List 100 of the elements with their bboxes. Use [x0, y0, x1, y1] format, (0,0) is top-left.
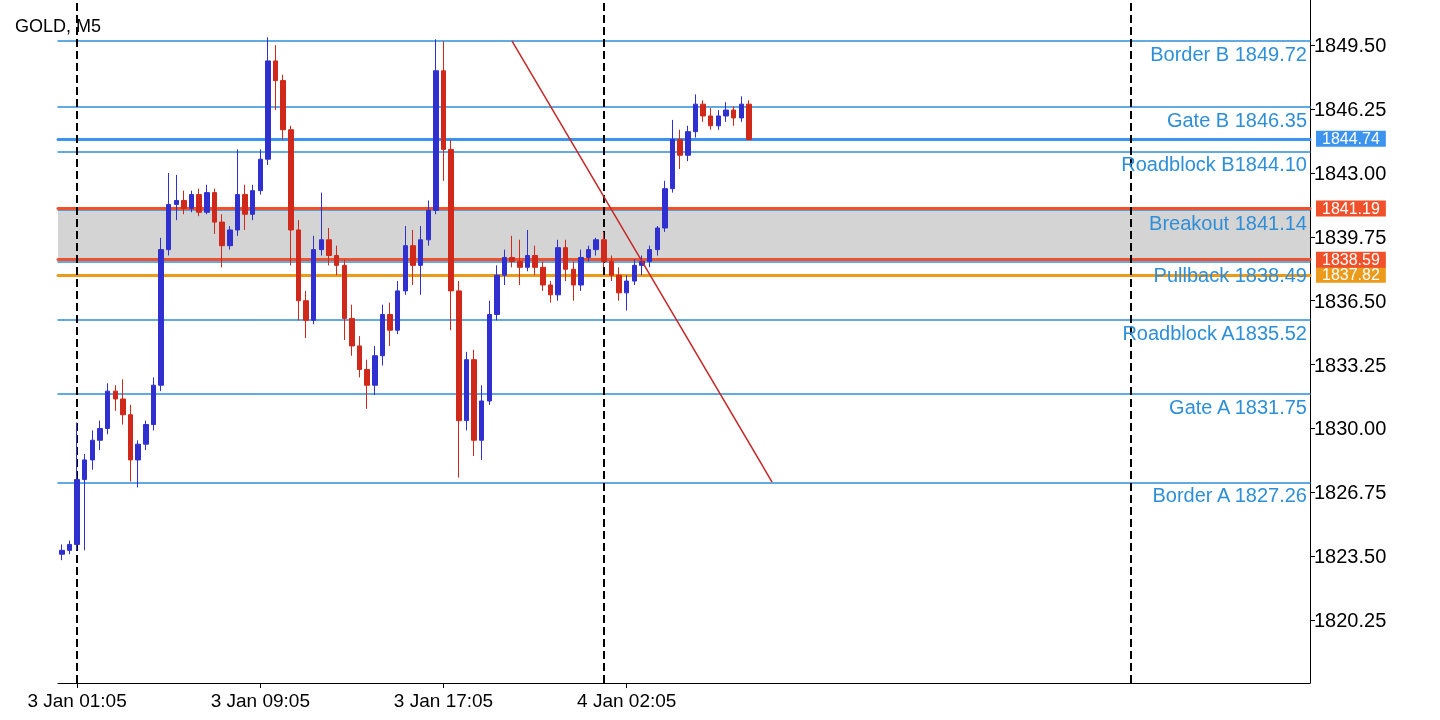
y-tick-label: 1839.75: [1314, 225, 1387, 248]
candlestick: [723, 101, 729, 123]
text: 1837.82: [1322, 266, 1380, 284]
y-tick-label: 1830.00: [1314, 417, 1387, 440]
candlestick: [433, 38, 439, 215]
candlestick: [746, 99, 752, 141]
candlestick: [90, 429, 95, 471]
y-tick-label: 1836.50: [1314, 289, 1387, 312]
candlestick: [426, 199, 431, 247]
ref-line-label: Gate A 1831.75: [1169, 396, 1307, 419]
candlestick: [571, 260, 576, 302]
candlestick: [471, 349, 477, 457]
candlestick: [212, 188, 217, 235]
x-tick-label: 3 Jan 01:05: [27, 690, 127, 711]
ref-line-label: Breakout 1841.14: [1149, 211, 1307, 234]
candlestick: [578, 249, 584, 292]
candlestick: [174, 174, 179, 221]
candlestick: [273, 44, 278, 111]
candlestick: [586, 245, 591, 262]
y-tick-label: 1823.50: [1314, 545, 1387, 568]
candlestick: [67, 540, 72, 555]
candlestick: [59, 543, 65, 561]
candlestick: [349, 304, 355, 357]
candlestick: [624, 274, 629, 312]
candlestick: [166, 172, 171, 257]
candlestick: [303, 290, 309, 339]
candlestick: [716, 109, 721, 131]
candlestick: [670, 119, 675, 194]
text: 1838.59: [1322, 251, 1380, 269]
candlestick: [113, 384, 118, 412]
candlestick: [342, 258, 347, 341]
candlestick: [235, 148, 240, 237]
candlestick: [296, 219, 301, 321]
candlestick: [601, 231, 607, 268]
candlestick: [479, 384, 484, 461]
candlestick: [593, 237, 599, 257]
candlestick: [548, 280, 553, 304]
candlestick: [509, 235, 515, 268]
candlestick: [158, 237, 164, 392]
candlestick: [189, 190, 194, 213]
candlestick: [494, 264, 500, 321]
candlestick: [685, 125, 691, 162]
candlestick: [418, 225, 423, 296]
candlestick: [632, 258, 637, 286]
y-tick-label: 1849.50: [1314, 34, 1387, 57]
candlestick: [540, 260, 546, 292]
candlestick: [441, 40, 446, 182]
candlestick: [364, 359, 370, 410]
candlestick: [616, 266, 622, 302]
candlestick: [700, 99, 706, 123]
candlestick: [464, 351, 469, 431]
candlestick: [448, 139, 454, 331]
candlestick: [82, 453, 87, 551]
candlestick: [258, 148, 263, 196]
y-tick-label: 1826.75: [1314, 481, 1387, 504]
candlestick: [517, 239, 523, 286]
candlestick: [357, 335, 362, 378]
candlestick: [395, 280, 400, 335]
candlestick: [403, 225, 408, 296]
y-tick-label: 1820.25: [1314, 609, 1387, 632]
candlestick: [181, 190, 187, 215]
ref-line-label: Border B 1849.72: [1150, 42, 1307, 65]
candlestick: [647, 245, 652, 268]
candlestick: [219, 213, 225, 268]
y-tick-label: 1833.25: [1314, 353, 1387, 376]
candlestick: [326, 227, 332, 266]
candlestick: [677, 129, 683, 170]
candlestick: [120, 378, 126, 426]
candlestick: [372, 345, 378, 396]
candlestick: [135, 439, 141, 488]
candlestick: [609, 255, 614, 282]
candlestick: [410, 229, 416, 286]
candlestick: [151, 376, 156, 431]
text: 1841.19: [1322, 200, 1380, 218]
candlestick: [532, 245, 538, 276]
x-tick-label: 4 Jan 02:05: [577, 690, 677, 711]
x-tick-label: 3 Jan 17:05: [393, 690, 494, 711]
candlestick: [739, 95, 744, 123]
candlestick: [196, 188, 202, 217]
candlestick: [280, 74, 286, 141]
candlestick: [204, 184, 210, 215]
candlestick: [387, 302, 393, 347]
candlestick: [708, 107, 713, 131]
candlestick: [655, 225, 660, 257]
candlestick: [487, 300, 492, 406]
candlestick: [105, 382, 110, 435]
candlestick: [265, 36, 271, 166]
candlestick: [250, 184, 255, 221]
candlestick: [319, 192, 324, 257]
candlestick: [334, 245, 339, 276]
x-tick-label: 3 Jan 09:05: [210, 690, 310, 711]
candlestick: [731, 105, 736, 127]
ref-line-label: Border A 1827.26: [1152, 484, 1307, 507]
text: 1844.74: [1322, 130, 1380, 148]
candlestick: [693, 93, 698, 139]
candlestick: [456, 280, 462, 479]
candlestick: [555, 239, 561, 302]
candlestick: [563, 239, 568, 282]
candlestick: [143, 420, 149, 451]
candlestick: [74, 422, 80, 551]
